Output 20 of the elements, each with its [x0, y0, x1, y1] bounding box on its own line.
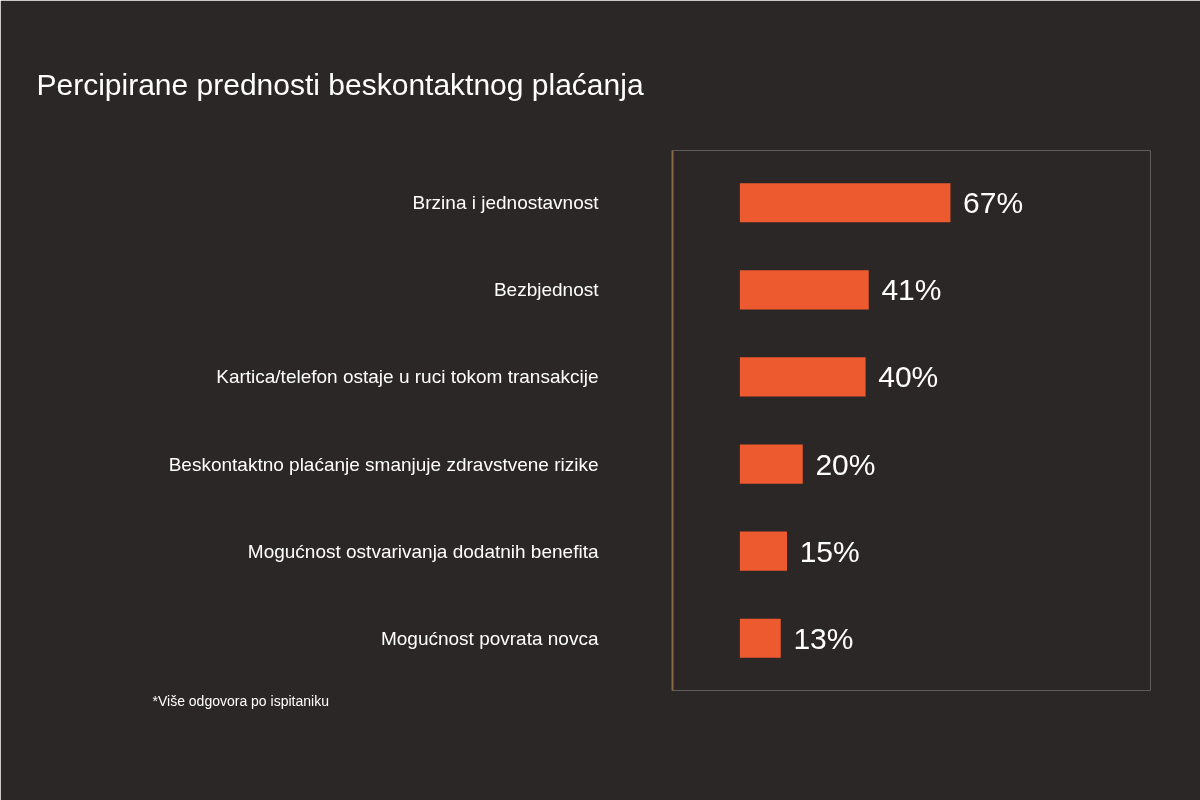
y-tick-label: Bezbjednost [493, 279, 600, 301]
data-label: 20% [815, 447, 876, 481]
bar [739, 270, 869, 310]
y-tick-label: Kartica/telefon ostaje u ruci tokom transakcije [216, 366, 599, 388]
y-tick-label: Brzina i jednostavnost [412, 192, 600, 214]
bar [739, 183, 951, 223]
data-label: 41% [881, 273, 942, 307]
data-label: 40% [878, 360, 939, 394]
y-tick-label: Beskontaktno plaćanje smanjuje zdravstvene rizike [168, 453, 599, 475]
y-tick-label: Mogućnost ostvarivanja dodatnih benefita [247, 540, 599, 562]
bar [739, 531, 788, 571]
data-label: 13% [793, 621, 854, 655]
bar [739, 357, 866, 397]
data-label: 67% [963, 186, 1024, 220]
bar [739, 618, 781, 658]
y-tick-label: Mogućnost povrata novca [380, 627, 599, 649]
bar [739, 444, 803, 484]
text: Percipirane prednosti beskontaktnog plaćanja [36, 67, 644, 101]
data-label: 15% [799, 534, 860, 568]
text: *Više odgovora po ispitaniku [152, 692, 329, 709]
